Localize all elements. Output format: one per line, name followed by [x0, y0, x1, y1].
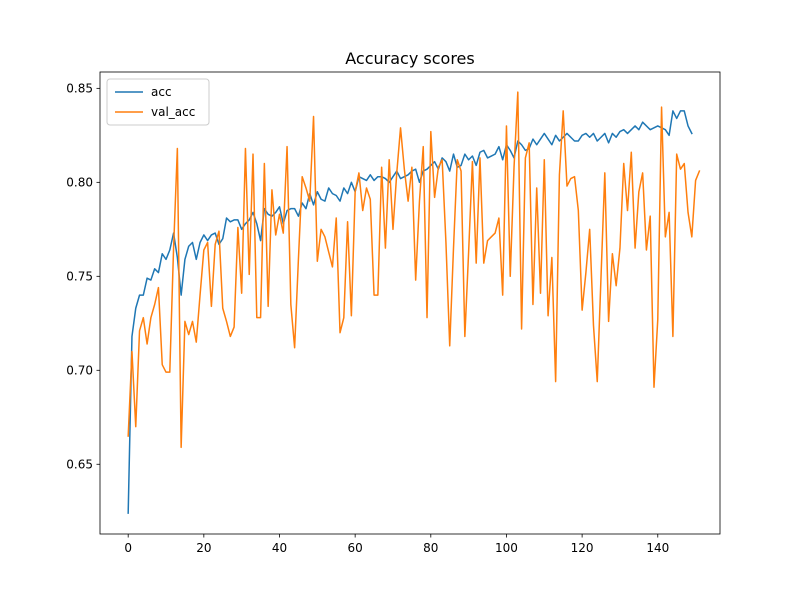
y-tick-label: 0.70 [66, 363, 93, 377]
chart-title: Accuracy scores [345, 49, 474, 68]
y-tick-label: 0.85 [66, 81, 93, 95]
y-tick-label: 0.65 [66, 457, 93, 471]
y-tick-label: 0.80 [66, 175, 93, 189]
axes-frame [99, 71, 721, 535]
legend: acc val_acc [106, 78, 210, 126]
plot-area [127, 91, 701, 514]
x-tick-label: 40 [272, 541, 287, 555]
legend-box [106, 78, 210, 126]
x-tick-label: 140 [646, 541, 669, 555]
x-tick-label: 80 [423, 541, 438, 555]
axes: 0 20 40 60 80 100 120 140 0.65 0.70 0.75 0.80 0.85 [66, 71, 721, 555]
legend-label-acc: acc [151, 85, 172, 99]
y-tick-label: 0.75 [66, 269, 93, 283]
legend-label-val-acc: val_acc [151, 105, 195, 119]
x-tick-label: 60 [348, 541, 363, 555]
series-line-acc [127, 110, 693, 514]
x-tick-label: 100 [495, 541, 518, 555]
x-tick-label: 120 [571, 541, 594, 555]
x-tick-label: 0 [124, 541, 132, 555]
series-line-val-acc [127, 91, 701, 449]
x-tick-label: 20 [196, 541, 211, 555]
